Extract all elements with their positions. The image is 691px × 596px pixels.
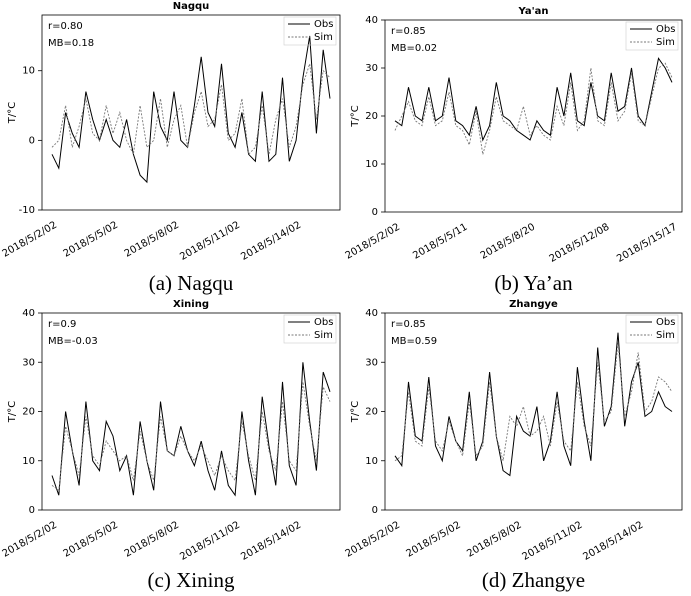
x-tick-label: 2018/5/2/02	[1, 220, 59, 260]
x-tick-label: 2018/5/2/02	[344, 222, 402, 262]
caption: (c) Xining	[148, 568, 235, 592]
annotation: r=0.85	[391, 319, 426, 330]
x-tick-label: 2018/5/8/02	[123, 520, 181, 560]
legend-box	[283, 16, 337, 46]
x-tick-label: 2018/5/11/02	[178, 520, 242, 563]
y-tick-label: -10	[19, 205, 35, 216]
annotation: r=0.80	[48, 21, 83, 32]
annotation: MB=0.59	[391, 336, 437, 347]
x-tick-label: 2018/5/14/02	[239, 220, 303, 263]
series-line	[51, 381, 331, 492]
x-tick-label: 2018/5/8/20	[479, 222, 537, 262]
y-tick-label: 10	[22, 456, 35, 467]
y-tick-label: 30	[365, 357, 378, 368]
caption: (a) Nagqu	[149, 271, 234, 295]
legend-label: Sim	[314, 330, 333, 341]
x-tick-label: 2018/5/5/02	[62, 220, 120, 260]
y-tick-label: 10	[22, 66, 35, 77]
legend-label: Obs	[656, 24, 675, 35]
y-tick-label: 40	[22, 308, 35, 319]
x-tick-label: 2018/5/14/02	[581, 520, 645, 563]
y-tick-label: 0	[372, 505, 378, 516]
chart-title: Xining	[173, 299, 209, 310]
series-line	[51, 362, 331, 497]
annotation: MB=0.02	[391, 43, 437, 54]
x-tick-label: 2018/5/15/17	[615, 222, 679, 265]
annotation: MB=0.18	[48, 38, 94, 49]
y-tick-label: 10	[365, 159, 378, 170]
annotation: r=0.85	[391, 26, 426, 37]
y-tick-label: 30	[365, 63, 378, 74]
x-tick-label: 2018/5/12/08	[548, 222, 612, 265]
series-line	[51, 35, 331, 184]
y-tick-label: 40	[365, 308, 378, 319]
caption: (b) Ya’an	[494, 271, 573, 295]
caption: (d) Zhangye	[482, 568, 585, 592]
series-line	[394, 62, 673, 155]
y-axis-label: T/°C	[7, 102, 18, 124]
x-tick-label: 2018/5/5/02	[404, 520, 462, 560]
series-line	[394, 57, 673, 142]
chart-title: Ya'an	[518, 6, 549, 17]
annotation: r=0.9	[48, 319, 76, 330]
y-tick-label: 40	[365, 15, 378, 26]
y-tick-label: 0	[372, 207, 378, 218]
legend-label: Sim	[656, 330, 675, 341]
x-tick-label: 2018/5/5/02	[62, 520, 120, 560]
chart-title: Nagqu	[173, 1, 210, 12]
y-tick-label: 30	[22, 357, 35, 368]
series-line	[51, 63, 331, 156]
y-axis-label: T/°C	[350, 401, 361, 423]
x-tick-label: 2018/5/14/02	[239, 520, 303, 563]
legend-label: Sim	[656, 37, 675, 48]
legend-box	[283, 314, 337, 344]
x-tick-label: 2018/5/11/02	[178, 220, 242, 263]
y-axis-label: T/°C	[7, 401, 18, 423]
chart-title: Zhangye	[509, 299, 558, 310]
x-tick-label: 2018/5/2/02	[344, 520, 402, 560]
legend-label: Obs	[656, 317, 675, 328]
x-tick-label: 2018/5/8/02	[123, 220, 181, 260]
legend-label: Obs	[314, 19, 333, 30]
legend-box	[625, 21, 679, 51]
legend-box	[625, 314, 679, 344]
y-tick-label: 0	[29, 505, 35, 516]
y-tick-label: 20	[365, 407, 378, 418]
annotation: MB=-0.03	[48, 336, 98, 347]
y-tick-label: 20	[365, 111, 378, 122]
y-axis-label: T/°C	[350, 105, 361, 127]
y-tick-label: 10	[365, 456, 378, 467]
x-tick-label: 2018/5/8/02	[465, 520, 523, 560]
legend-label: Obs	[314, 317, 333, 328]
legend-label: Sim	[314, 32, 333, 43]
x-tick-label: 2018/5/2/02	[1, 520, 59, 560]
y-tick-label: 0	[29, 135, 35, 146]
x-tick-label: 2018/5/11/02	[521, 520, 585, 563]
plot-frame	[41, 14, 341, 211]
series-line	[394, 342, 673, 462]
y-tick-label: 20	[22, 407, 35, 418]
series-line	[394, 332, 673, 477]
x-tick-label: 2018/5/5/11	[411, 222, 469, 262]
